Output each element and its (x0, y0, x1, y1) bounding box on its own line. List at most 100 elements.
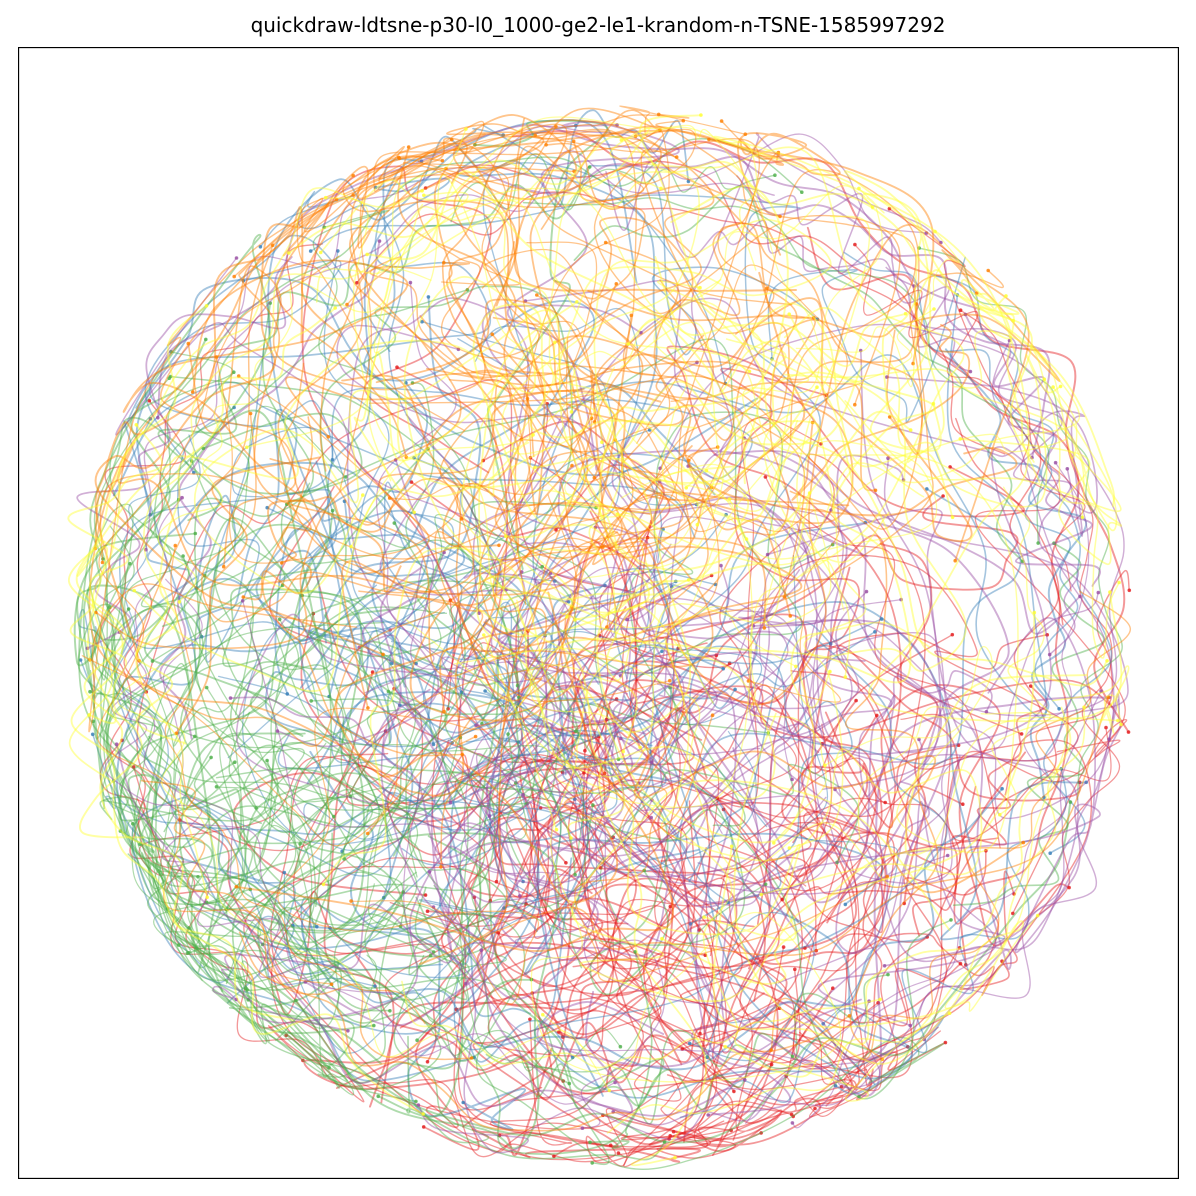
trajectory-line (354, 953, 834, 1101)
trajectory-line (308, 787, 1004, 1071)
trajectory-line (301, 165, 714, 1035)
trajectory-line (222, 509, 334, 668)
trajectory-endpoint (639, 330, 643, 335)
trajectory-line (754, 757, 961, 949)
trajectory-endpoint (1099, 689, 1103, 693)
trajectory-line (121, 137, 803, 643)
trajectory-endpoint (131, 822, 135, 826)
trajectory-line (843, 947, 961, 1092)
trajectory-line (518, 313, 937, 707)
trajectory-endpoint (381, 652, 385, 657)
trajectory-line (513, 125, 797, 292)
trajectory-endpoint (698, 1031, 702, 1036)
trajectory-line (169, 375, 497, 657)
trajectory-endpoint (933, 229, 937, 234)
trajectory-endpoint (943, 1040, 948, 1045)
trajectory-line (326, 177, 451, 665)
trajectory-endpoint (114, 742, 119, 746)
trajectory-line (504, 462, 925, 614)
trajectory-endpoint (830, 542, 835, 547)
trajectory-line (231, 426, 556, 582)
trajectory-line (164, 871, 497, 946)
trajectory-endpoint (843, 902, 848, 907)
trajectory-line (291, 509, 471, 966)
trajectory-line (405, 413, 640, 785)
trajectory-endpoint (138, 842, 142, 846)
trajectory-endpoint (950, 632, 955, 637)
trajectory-line (792, 644, 1081, 844)
trajectory-line (515, 105, 746, 606)
trajectory-line (389, 398, 730, 552)
trajectory-endpoint (743, 132, 748, 136)
trajectory-endpoint (321, 882, 326, 887)
trajectory-endpoint (1082, 705, 1086, 709)
trajectory-endpoint (521, 792, 525, 797)
series-0-trajectories (99, 130, 1132, 1168)
trajectory-endpoint (1020, 559, 1025, 564)
trajectory-line (763, 410, 890, 849)
trajectory-endpoint (525, 396, 530, 401)
trajectory-endpoint (232, 405, 236, 410)
trajectory-endpoint (196, 875, 200, 879)
trajectory-endpoint (444, 166, 448, 171)
trajectory-line (536, 294, 678, 501)
trajectory-endpoint (790, 777, 794, 782)
trajectory-endpoint (464, 127, 468, 131)
trajectory-line (471, 369, 713, 567)
trajectory-line (474, 307, 698, 506)
trajectory-endpoint (554, 827, 559, 832)
trajectory-endpoint (333, 306, 338, 310)
trajectory-line (346, 256, 657, 378)
trajectory-line (91, 733, 876, 1085)
trajectory-line (605, 605, 714, 753)
trajectory-line (482, 420, 1115, 739)
trajectory-line (122, 259, 585, 533)
trajectory-line (418, 531, 1110, 965)
trajectory-endpoint (759, 892, 763, 897)
trajectory-endpoint (234, 997, 238, 1002)
trajectory-line (1004, 569, 1131, 796)
trajectory-endpoint (561, 1035, 565, 1039)
trajectory-line (790, 621, 931, 709)
trajectory-endpoint (204, 304, 209, 308)
trajectory-line (483, 321, 781, 778)
trajectory-line (342, 135, 761, 628)
trajectory-line (379, 477, 652, 677)
trajectory-line (76, 532, 306, 886)
trajectory-endpoint (1051, 385, 1055, 389)
trajectory-endpoint (986, 268, 990, 273)
trajectory-line (270, 801, 1072, 1144)
trajectory-endpoint (459, 690, 464, 695)
trajectory-line (215, 162, 593, 564)
trajectory-endpoint (1045, 633, 1049, 637)
trajectory-line (176, 577, 520, 743)
trajectory-endpoint (88, 658, 92, 662)
trajectory-line (211, 125, 928, 352)
trajectory-endpoint (386, 689, 391, 694)
trajectory-endpoint (629, 313, 634, 318)
trajectory-endpoint (101, 557, 105, 561)
trajectory-line (858, 694, 923, 797)
trajectory-line (494, 464, 755, 997)
trajectory-endpoint (572, 169, 576, 174)
trajectory-line (473, 119, 609, 570)
trajectory-line (679, 768, 1068, 1119)
trajectory-line (115, 743, 862, 1117)
trajectory-endpoint (504, 587, 508, 592)
trajectory-endpoint (300, 593, 305, 598)
trajectory-line (561, 741, 888, 983)
trajectory-endpoint (687, 1041, 692, 1046)
trajectory-endpoint (1019, 732, 1024, 736)
trajectory-endpoint (552, 1154, 556, 1159)
trajectory-endpoint (327, 694, 331, 699)
trajectory-endpoint (473, 143, 477, 147)
trajectory-line (584, 453, 653, 752)
trajectory-line (115, 434, 376, 987)
trajectory-endpoint (968, 369, 973, 374)
trajectory-line (458, 619, 644, 1146)
trajectory-line (356, 133, 662, 403)
trajectory-endpoint (506, 732, 510, 736)
trajectory-endpoint (824, 393, 829, 398)
trajectory-endpoint (821, 1022, 825, 1026)
trajectory-endpoint (746, 679, 751, 683)
